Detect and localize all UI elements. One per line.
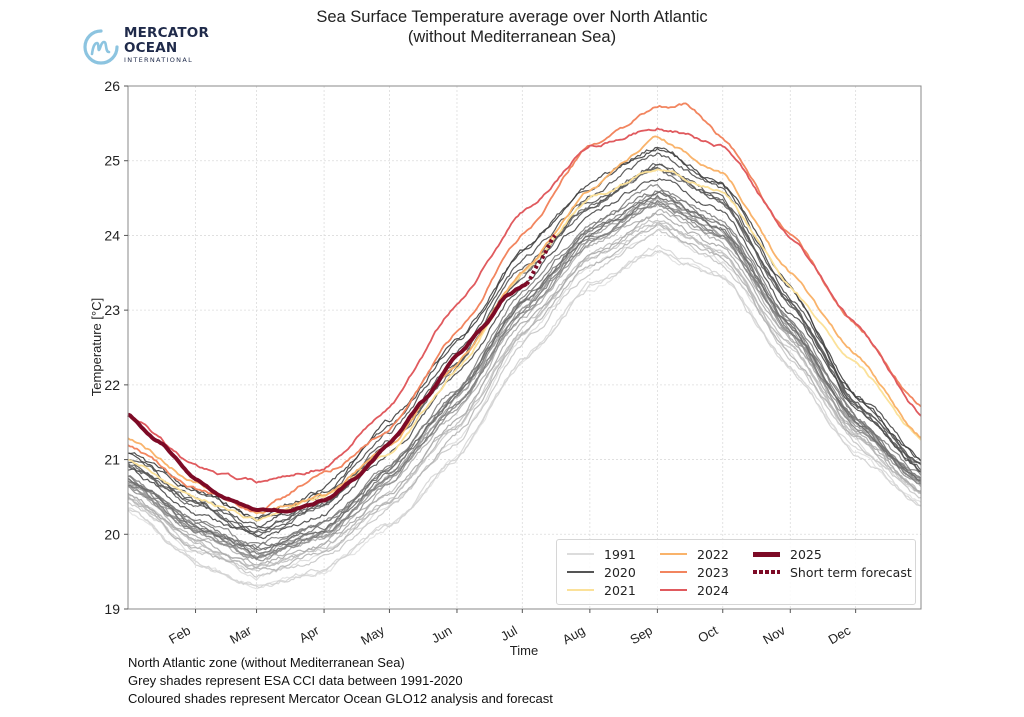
series-line-short-term-forecast — [525, 234, 557, 286]
x-tick-label: Mar — [227, 622, 254, 647]
y-tick-label: 25 — [104, 153, 120, 169]
logo-line1: MERCATOR — [124, 25, 210, 41]
y-tick-label: 19 — [104, 601, 120, 617]
climatology-line-2001 — [127, 212, 922, 566]
legend-swatch — [567, 553, 594, 555]
climatology-line-2014 — [127, 166, 922, 538]
legend-item-2024: 2024 — [660, 582, 729, 598]
legend-item-2023: 2023 — [660, 564, 729, 580]
series-line-2022 — [127, 135, 922, 515]
x-tick-label: Sep — [627, 623, 655, 648]
climatology-line-2017 — [127, 152, 922, 528]
y-tick-label: 21 — [104, 452, 120, 468]
footnote-1: North Atlantic zone (without Mediterrane… — [128, 655, 405, 670]
legend-item-2021: 2021 — [567, 582, 636, 598]
series-line-2021 — [127, 168, 922, 522]
x-tick-label: Nov — [760, 622, 788, 647]
legend-item-2022: 2022 — [660, 546, 729, 562]
legend-swatch — [567, 589, 594, 591]
y-tick-label: 26 — [104, 78, 120, 94]
legend-swatch — [753, 570, 780, 574]
legend-item-2020: 2020 — [567, 564, 636, 580]
logo-text: MERCATOR OCEAN — [124, 26, 209, 56]
legend-item-2025: 2025 — [753, 546, 822, 562]
climatology-line-2009 — [127, 199, 922, 560]
legend: 1991 2020 2021 2022 2023 2024 2025 Short… — [556, 539, 916, 605]
climatology-line-1996 — [127, 229, 922, 578]
legend-swatch — [660, 589, 687, 591]
climatology-line-1998 — [127, 222, 922, 569]
legend-label: 1991 — [604, 546, 636, 562]
x-axis-label: Time — [510, 643, 538, 658]
logo-line2: OCEAN — [124, 40, 178, 56]
legend-label: 2023 — [697, 564, 729, 580]
x-tick-label: Feb — [166, 623, 193, 647]
y-tick-label: 23 — [104, 302, 120, 318]
legend-item-forecast: Short term forecast — [753, 564, 912, 580]
x-tick-label: Jul — [498, 623, 520, 644]
legend-label: 2021 — [604, 582, 636, 598]
footnote-3: Coloured shades represent Mercator Ocean… — [128, 691, 553, 706]
legend-swatch — [567, 571, 594, 573]
legend-label: 2024 — [697, 582, 729, 598]
climatology-lines — [127, 146, 922, 590]
legend-swatch — [660, 571, 687, 573]
x-tick-label: Apr — [297, 622, 323, 645]
y-tick-label: 24 — [104, 227, 120, 243]
legend-swatch — [660, 553, 687, 555]
series-line-2024 — [127, 127, 922, 484]
legend-item-1991: 1991 — [567, 546, 636, 562]
legend-label: 2025 — [790, 546, 822, 562]
legend-label: Short term forecast — [790, 564, 912, 580]
legend-swatch — [753, 551, 780, 557]
climatology-line-1997 — [127, 219, 922, 570]
climatology-line-2015 — [127, 163, 922, 533]
climatology-line-2012 — [127, 191, 922, 551]
logo-m-icon — [83, 29, 119, 65]
climatology-line-2011 — [127, 194, 922, 555]
chart-title-line2: (without Mediterranean Sea) — [407, 28, 617, 46]
x-tick-label: Jun — [429, 623, 455, 646]
climatology-line-1993 — [127, 244, 922, 587]
series-lines — [127, 102, 922, 522]
chart-title-line1: Sea Surface Temperature average over Nor… — [316, 8, 708, 26]
x-tick-label: Dec — [826, 622, 854, 647]
footnote-2: Grey shades represent ESA CCI data betwe… — [128, 673, 463, 688]
climatology-line-1995 — [127, 221, 922, 572]
series-line-2025 — [127, 282, 528, 514]
climatology-line-2006 — [127, 202, 922, 562]
mercator-ocean-logo: MERCATOR OCEAN INTERNATIONAL — [82, 26, 222, 70]
climatology-line-2007 — [127, 191, 922, 550]
x-tick-label: Oct — [695, 622, 720, 645]
climatology-line-2002 — [127, 196, 922, 559]
logo-line3: INTERNATIONAL — [124, 56, 194, 64]
climatology-line-2010 — [127, 189, 922, 550]
climatology-line-2008 — [127, 184, 922, 545]
y-axis-ticks: 19 20 21 22 23 24 25 26 — [104, 78, 128, 617]
y-tick-label: 20 — [104, 526, 120, 542]
legend-label: 2020 — [604, 564, 636, 580]
x-tick-label: Aug — [560, 623, 588, 648]
climatology-line-1999 — [127, 224, 922, 572]
climatology-line-1994 — [128, 250, 922, 589]
climatology-line-2005 — [127, 200, 922, 561]
x-tick-label: May — [358, 622, 387, 648]
plot-frame — [127, 85, 922, 610]
y-tick-label: 22 — [104, 377, 120, 393]
legend-label: 2022 — [697, 546, 729, 562]
y-axis-label: Temperature [°C] — [89, 298, 104, 396]
